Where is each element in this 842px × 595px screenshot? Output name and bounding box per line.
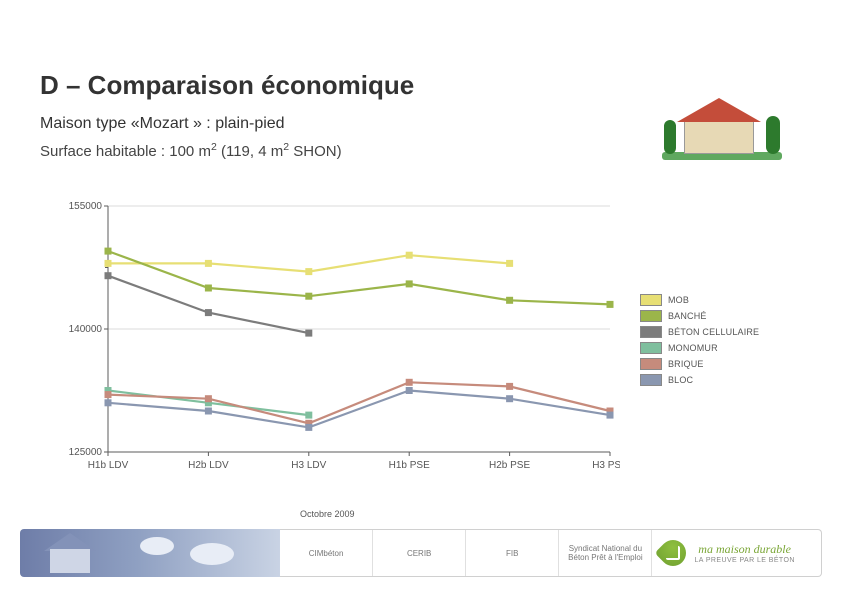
brand-logo: ma maison durable LA PREUVE PAR LE BÉTON — [652, 530, 821, 576]
cloud-icon — [140, 537, 174, 555]
svg-text:140000: 140000 — [69, 324, 103, 335]
legend-label: BRIQUE — [668, 359, 704, 369]
svg-text:H1b LDV: H1b LDV — [88, 460, 129, 471]
series-layer — [105, 248, 613, 430]
house-body-shape — [684, 118, 754, 154]
footer-illustration — [20, 529, 280, 577]
leaf-icon — [655, 535, 692, 572]
footer-house-body — [50, 549, 90, 573]
logo-cimbeton: CIMbéton — [280, 530, 373, 576]
legend-label: BANCHÉ — [668, 311, 707, 321]
legend-label: BLOC — [668, 375, 693, 385]
logo-fib: FIB — [466, 530, 559, 576]
logo-cerib: CERIB — [373, 530, 466, 576]
legend-label: BÉTON CELLULAIRE — [668, 327, 759, 337]
svg-text:H1b PSE: H1b PSE — [389, 460, 430, 471]
brand-text: ma maison durable LA PREUVE PAR LE BÉTON — [694, 543, 794, 564]
subtitle2-part3: SHON) — [289, 143, 342, 160]
legend-swatch — [640, 310, 662, 322]
legend-swatch — [640, 342, 662, 354]
tree-icon — [766, 116, 780, 154]
legend-item: MONOMUR — [640, 342, 790, 354]
svg-text:H2b PSE: H2b PSE — [489, 460, 530, 471]
grid-layer — [108, 206, 610, 452]
legend-item: BANCHÉ — [640, 310, 790, 322]
svg-text:125000: 125000 — [69, 447, 103, 458]
brand-sub: LA PREUVE PAR LE BÉTON — [694, 557, 794, 564]
legend-label: MOB — [668, 295, 689, 305]
logo-row: CIMbéton CERIB FIB Syndicat National du … — [280, 529, 822, 577]
svg-text:155000: 155000 — [69, 201, 103, 212]
chart-svg: 125000 140000 155000 H1b LDV H2b LDV H3 LDV H1… — [60, 200, 620, 480]
legend-swatch — [640, 294, 662, 306]
date-label: Octobre 2009 — [300, 509, 355, 519]
slide: D – Comparaison économique Maison type «… — [0, 0, 842, 595]
legend-swatch — [640, 326, 662, 338]
comparison-chart: 125000 140000 155000 H1b LDV H2b LDV H3 LDV H1… — [60, 200, 620, 480]
legend-item: MOB — [640, 294, 790, 306]
legend-swatch — [640, 374, 662, 386]
legend-item: BÉTON CELLULAIRE — [640, 326, 790, 338]
legend-label: MONOMUR — [668, 343, 718, 353]
chart-legend: MOB BANCHÉ BÉTON CELLULAIRE MONOMUR BRIQUE BL… — [640, 290, 790, 390]
tree-icon — [664, 120, 676, 154]
brand-main: ma maison durable — [694, 543, 794, 555]
labels-layer: 125000 140000 155000 H1b LDV H2b LDV H3 LDV H1… — [69, 201, 620, 471]
footer-house-icon — [44, 533, 98, 573]
legend-swatch — [640, 358, 662, 370]
subtitle2-part2: (119, 4 m — [217, 143, 283, 160]
logo-snbpe: Syndicat National du Béton Prêt à l'Empl… — [559, 530, 652, 576]
svg-text:H2b LDV: H2b LDV — [188, 460, 229, 471]
cloud-icon — [190, 543, 234, 565]
legend-item: BRIQUE — [640, 358, 790, 370]
footer: Octobre 2009 CIMbéton CERIB FIB Syndicat… — [20, 529, 822, 577]
svg-text:H3 PSE: H3 PSE — [592, 460, 620, 471]
subtitle2-part1: Surface habitable : 100 m — [40, 143, 211, 160]
axis-layer — [104, 206, 610, 456]
house-roof-shape — [677, 98, 761, 122]
svg-text:H3 LDV: H3 LDV — [291, 460, 326, 471]
house-illustration — [662, 90, 782, 160]
legend-item: BLOC — [640, 374, 790, 386]
